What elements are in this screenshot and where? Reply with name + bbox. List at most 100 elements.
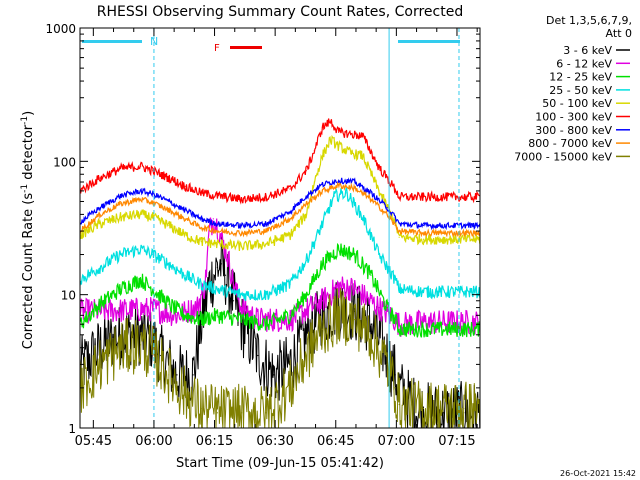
legend-label: 3 - 6 keV (563, 44, 612, 57)
data-point (398, 236, 400, 238)
data-point (184, 209, 186, 211)
data-point (168, 224, 170, 227)
data-point (386, 363, 388, 365)
data-point (273, 374, 275, 376)
x-tick-label: 06:30 (256, 434, 293, 449)
data-point (370, 274, 372, 276)
x-tick-label: 06:00 (135, 434, 172, 449)
data-point (313, 181, 315, 183)
data-point (398, 323, 400, 325)
data-point (176, 374, 178, 376)
data-point (200, 241, 202, 243)
series-line-3 (80, 242, 480, 338)
data-point (216, 314, 218, 316)
y-tick-label: 100 (53, 155, 76, 169)
data-point (184, 218, 186, 220)
data-point (140, 198, 142, 200)
data-point (463, 321, 465, 323)
data-point (386, 213, 388, 215)
data-point (220, 238, 222, 240)
data-point (200, 319, 202, 321)
data-point (241, 198, 243, 200)
data-point (321, 328, 323, 330)
data-point (168, 177, 170, 179)
data-point (394, 319, 396, 321)
data-point (305, 334, 307, 336)
data-point (216, 266, 218, 269)
data-point (321, 126, 323, 128)
data-point (216, 230, 218, 232)
data-point (216, 243, 218, 245)
data-point (184, 314, 186, 316)
data-point (140, 190, 142, 192)
data-point (119, 288, 121, 290)
data-point (216, 288, 218, 290)
x-tick-labels: 05:45 06:00 06:15 06:30 06:45 07:00 07:15 (75, 434, 476, 449)
data-point (422, 407, 424, 410)
data-point (241, 319, 243, 321)
legend-label: 25 - 50 keV (549, 84, 612, 97)
data-point (289, 283, 291, 285)
data-point (422, 328, 424, 330)
data-point (398, 223, 400, 225)
data-point (196, 307, 198, 309)
data-point (241, 294, 243, 296)
night-bar-right (398, 40, 460, 43)
data-point (321, 183, 323, 186)
data-point (152, 353, 154, 355)
data-point (289, 234, 291, 236)
data-point (265, 412, 267, 414)
x-tick-label: 07:15 (438, 434, 475, 449)
data-point (333, 195, 336, 197)
data-point (305, 294, 307, 296)
data-point (305, 260, 307, 262)
data-point (216, 412, 218, 414)
data-point (168, 374, 170, 376)
data-point (305, 354, 307, 357)
data-point (378, 166, 380, 168)
data-point (140, 248, 142, 250)
data-point (119, 216, 121, 218)
data-point (338, 145, 340, 147)
data-point (152, 288, 154, 290)
series-5 (80, 134, 480, 252)
data-point (378, 190, 380, 192)
data-point (386, 207, 388, 209)
series-8 (80, 181, 480, 238)
flare-marker-label: F (214, 43, 220, 54)
data-point (184, 274, 186, 276)
legend-label: 800 - 7000 keV (528, 137, 612, 150)
data-point (463, 291, 465, 293)
data-point (119, 168, 121, 170)
data-point (362, 216, 364, 218)
data-point (463, 328, 465, 330)
data-point (152, 253, 154, 256)
data-point (232, 300, 235, 302)
data-point (370, 334, 372, 336)
data-point (99, 303, 101, 305)
data-point (152, 216, 154, 218)
data-point (394, 278, 396, 281)
data-point (463, 196, 465, 198)
data-point (321, 223, 323, 225)
data-point (329, 120, 332, 122)
data-point (152, 202, 154, 204)
data-point (338, 131, 340, 133)
data-point (99, 223, 101, 225)
legend-label: 100 - 300 keV (535, 111, 612, 124)
data-point (152, 170, 154, 172)
data-point (265, 294, 267, 296)
data-point (216, 195, 218, 197)
data-point (265, 196, 267, 198)
x-tick-label: 05:45 (75, 434, 112, 449)
data-point (241, 232, 243, 234)
series-7 (80, 177, 480, 231)
data-point (398, 230, 400, 232)
data-point (394, 374, 396, 376)
series-lines (80, 28, 480, 428)
data-point (119, 203, 121, 205)
data-point (321, 314, 323, 316)
data-point (119, 310, 121, 312)
data-point (232, 283, 235, 285)
